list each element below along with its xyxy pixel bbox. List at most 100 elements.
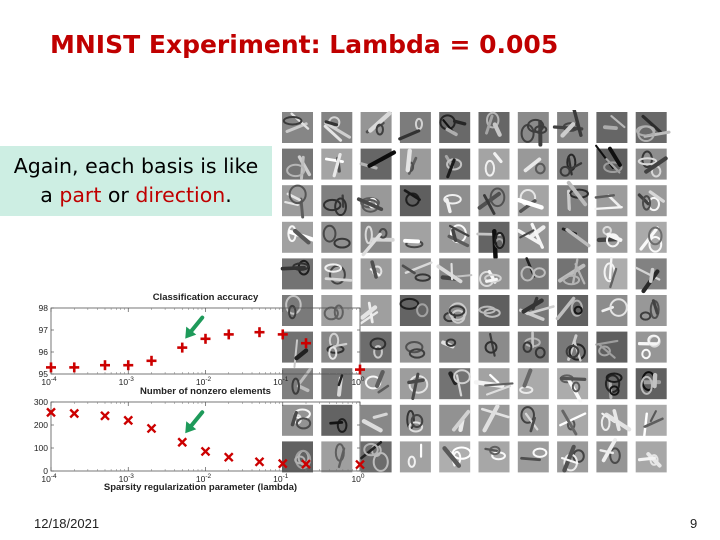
learned-basis-image-icon <box>635 331 667 363</box>
learned-basis-image-icon <box>596 404 632 436</box>
learned-basis-image-icon <box>356 185 392 217</box>
learned-basis-image-icon <box>282 112 313 143</box>
learned-basis-image-icon <box>557 180 589 217</box>
learned-basis-image-icon <box>635 295 667 326</box>
plus-marker <box>254 327 265 338</box>
x-marker <box>177 437 188 448</box>
learned-basis-image-icon <box>282 367 313 400</box>
learned-basis-image-icon <box>399 368 431 401</box>
learned-basis-image-icon <box>476 221 510 260</box>
learned-basis-image-icon <box>635 221 667 253</box>
x-tick-label: 10-2 <box>196 376 212 387</box>
learned-basis-image-icon <box>439 368 471 400</box>
learned-basis-image-icon <box>321 441 353 473</box>
learned-basis-image-icon <box>321 331 353 363</box>
learned-basis-image-icon <box>635 404 667 441</box>
learned-basis-image-icon <box>360 331 392 363</box>
learned-basis-image-icon <box>557 258 589 290</box>
learned-basis-image-icon <box>360 404 392 436</box>
learned-basis-image-icon <box>596 437 628 473</box>
learned-basis-image-icon <box>516 221 549 253</box>
learned-basis-image-icon <box>517 112 549 147</box>
learned-basis-image-icon <box>517 148 549 180</box>
plus-marker <box>223 329 234 340</box>
nonzero-chart: Number of nonzero elements 0 100 200 300 10-4… <box>34 386 365 493</box>
y-tick-label: 200 <box>34 420 48 430</box>
plot-frame <box>50 401 361 472</box>
x-tick-label: 100 <box>351 376 364 387</box>
x-tick-label: 100 <box>351 473 364 484</box>
x-marker <box>254 456 265 467</box>
x-marker <box>46 407 56 418</box>
plus-marker <box>146 355 157 366</box>
learned-basis-image-icon <box>321 295 353 326</box>
learned-basis-image-icon <box>439 331 471 363</box>
learned-basis-image-icon <box>517 295 555 326</box>
learned-basis-image-icon <box>596 221 628 253</box>
learned-basis-image-icon <box>596 295 628 326</box>
callout-box: Again, each basis is like a part or dire… <box>0 146 272 216</box>
learned-basis-image-icon <box>359 295 392 326</box>
x-marker <box>123 415 134 426</box>
learned-basis-image-icon <box>321 221 353 253</box>
x-tick-label: 10-4 <box>41 376 57 387</box>
learned-basis-image-icon <box>282 184 313 219</box>
learned-basis-image-icon <box>596 368 628 400</box>
plus-marker <box>99 360 110 371</box>
chart-svg: Classification accuracy 95 96 97 98 10-4 10-3 1… <box>34 292 365 493</box>
charts-panel: Classification accuracy 95 96 97 98 10-4 10-3 1… <box>30 286 375 501</box>
y-tick-label: 0 <box>43 466 48 476</box>
x-marker <box>146 423 157 434</box>
learned-basis-image-icon <box>517 257 549 290</box>
learned-basis-image-icon <box>282 331 313 369</box>
basis-image-grid <box>280 110 680 476</box>
plus-marker <box>177 342 188 353</box>
plus-marker <box>200 333 211 344</box>
footer-date: 12/18/2021 <box>34 516 100 531</box>
learned-basis-image-icon <box>321 404 353 436</box>
arrow-icon <box>185 315 205 339</box>
chart-title: Classification accuracy <box>153 292 259 303</box>
learned-basis-image-icon <box>517 368 549 400</box>
y-tick-label: 300 <box>34 397 48 407</box>
chart-title: Number of nonzero elements <box>140 386 271 397</box>
learned-basis-image-icon <box>594 185 628 217</box>
learned-basis-image-icon <box>635 258 667 294</box>
plus-marker <box>301 338 312 349</box>
slide-title: MNIST Experiment: Lambda = 0.005 <box>50 30 559 59</box>
learned-basis-image-icon <box>517 404 549 436</box>
accuracy-chart: Classification accuracy 95 96 97 98 10-4 10-3 1… <box>39 292 365 387</box>
learned-basis-image-icon <box>282 404 313 436</box>
learned-basis-image-icon <box>557 148 589 180</box>
learned-basis-image-icon <box>477 185 510 217</box>
learned-basis-image-icon <box>635 185 667 217</box>
learned-basis-image-icon <box>439 112 471 143</box>
y-tick-label: 97 <box>39 325 49 335</box>
learned-basis-image-icon <box>552 110 589 143</box>
learned-basis-image-icon <box>436 258 473 290</box>
learned-basis-image-icon <box>439 441 472 473</box>
x-tick-label: 10-1 <box>273 473 289 484</box>
x-tick-label: 10-4 <box>41 473 57 484</box>
learned-basis-image-icon <box>557 368 589 403</box>
callout-line-1: Again, each basis is like <box>13 154 259 178</box>
callout-text-a: a <box>40 183 60 207</box>
learned-basis-image-icon <box>282 221 318 253</box>
y-tick-label: 96 <box>39 347 49 357</box>
learned-basis-image-icon <box>399 258 433 290</box>
learned-basis-image-icon <box>595 144 628 180</box>
plus-marker <box>277 329 288 340</box>
learned-basis-image-icon <box>478 404 510 436</box>
x-marker <box>277 458 288 469</box>
x-marker <box>223 452 234 463</box>
learned-basis-image-icon <box>595 331 628 363</box>
learned-basis-image-icon <box>399 148 431 180</box>
learned-basis-image-icon <box>399 295 431 326</box>
learned-basis-image-icon <box>360 258 392 290</box>
learned-basis-image-icon <box>439 295 471 326</box>
callout-text-b: or <box>101 183 136 207</box>
basis-grid-svg <box>280 110 671 473</box>
learned-basis-image-icon <box>399 441 431 473</box>
plus-marker <box>355 364 365 375</box>
learned-basis-image-icon <box>557 221 591 253</box>
